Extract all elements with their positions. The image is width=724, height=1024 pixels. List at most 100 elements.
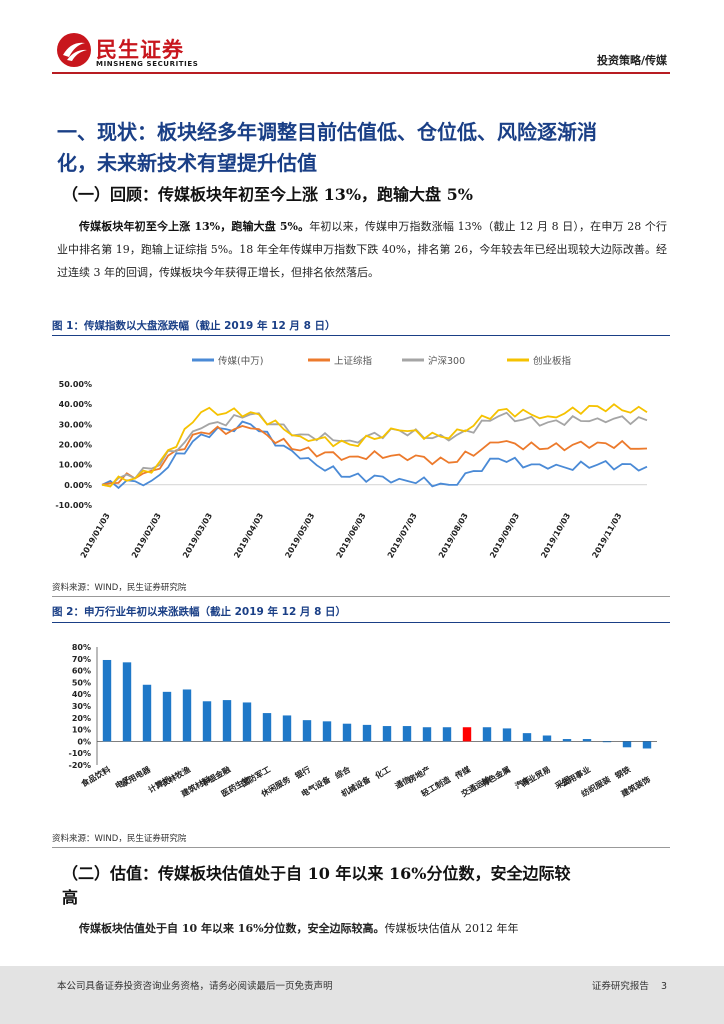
y-tick-label: 50.00%	[59, 380, 92, 389]
x-tick-label: 2019/10/03	[539, 512, 572, 560]
series-line	[101, 420, 648, 490]
y-tick-label: 40.00%	[59, 400, 92, 409]
bar	[602, 741, 612, 743]
x-tick-label: 2019/06/03	[335, 512, 368, 560]
bar	[282, 715, 292, 742]
category-label: 机械设备	[339, 774, 373, 799]
legend-label: 上证综指	[334, 355, 373, 367]
page-footer	[0, 966, 724, 1024]
y-tick-label: -10.00%	[55, 501, 92, 510]
x-tick-label: 2019/05/03	[283, 512, 316, 560]
bar-chart: 80%70%60%50%40%30%20%10%0%-10%-20% 食品饮料电…	[69, 643, 657, 799]
section-heading: 一、现状：板块经多年调整目前估值低、仓位低、风险逐渐消化，未来新技术有望提升估值	[57, 120, 597, 175]
y-tick-label: 0%	[77, 737, 91, 746]
bar	[462, 727, 472, 742]
figure2-rule	[52, 622, 670, 623]
bar	[542, 735, 552, 742]
y-tick-label: 60%	[72, 667, 91, 676]
bar	[522, 733, 532, 742]
subsection-heading: （一）回顾：传媒板块年初至今上涨 13%，跑输大盘 5%	[62, 185, 473, 204]
logo-text: 民生证券	[96, 37, 184, 62]
bar	[382, 726, 392, 742]
category-label: 银行	[292, 764, 312, 781]
bar	[482, 727, 492, 742]
paragraph-body: 年初以来，传媒申万指数涨幅 13%（截止 12 月 8 日），在申万 28 个行…	[57, 220, 667, 279]
paragraph-lead: 传媒板块年初至今上涨 13%，跑输大盘 5%。	[79, 220, 310, 233]
bar	[242, 702, 252, 742]
bar	[222, 700, 232, 742]
x-tick-label: 2019/08/03	[437, 512, 470, 560]
x-tick-label: 2019/07/03	[386, 512, 419, 560]
figure2-source-rule	[52, 847, 670, 848]
figure1-title: 图 1：传媒指数以大盘涨跌幅（截止 2019 年 12 月 8 日）	[52, 320, 336, 332]
y-tick-label: 50%	[72, 678, 91, 687]
paragraph2-body: 传媒板块估值从 2012 年年	[384, 922, 519, 935]
page-number: 3	[660, 981, 667, 992]
bar	[562, 739, 572, 742]
bar	[102, 659, 112, 742]
x-tick-label: 2019/04/03	[232, 512, 265, 560]
y-tick-label: 20.00%	[59, 441, 92, 450]
category-label: 纺织服装	[579, 774, 612, 799]
figure2-source: 资料来源：WIND，民生证券研究院	[52, 834, 187, 844]
bar	[442, 727, 452, 742]
category-label: 建筑装饰	[618, 774, 652, 799]
bar	[622, 741, 632, 748]
bar	[182, 689, 192, 742]
legend-label: 创业板指	[533, 355, 572, 367]
valuation-heading: （二）估值：传媒板块估值处于自 10 年以来 16%分位数，安全边际较高	[62, 864, 571, 907]
y-tick-label: -10%	[69, 749, 91, 758]
x-tick-label: 2019/02/03	[130, 512, 163, 560]
logo-subtext: MINSHENG SECURITIES	[96, 60, 199, 68]
bar	[362, 724, 372, 742]
figure1-source-rule	[52, 596, 670, 597]
footer-report-info: 证券研究报告 3	[592, 978, 667, 992]
bar	[122, 662, 132, 742]
y-tick-label: 80%	[72, 643, 91, 652]
category-label: 传媒	[452, 764, 473, 782]
x-tick-label: 2019/11/03	[590, 512, 623, 560]
series-line	[101, 425, 648, 486]
bar	[402, 726, 412, 742]
bar	[642, 741, 652, 749]
y-tick-label: 10%	[72, 726, 91, 735]
figure1-rule	[52, 335, 670, 336]
y-tick-label: 30.00%	[59, 420, 92, 429]
series-line	[101, 403, 648, 488]
footer-disclaimer: 本公司具备证券投资咨询业务资格，请务必阅读最后一页免责声明	[57, 981, 333, 992]
y-tick-label: 40%	[72, 690, 91, 699]
bar	[322, 721, 332, 742]
category-label: 化工	[373, 764, 392, 781]
bar	[262, 713, 272, 742]
bar	[162, 691, 172, 742]
figure2-title: 图 2：申万行业年初以来涨跌幅（截止 2019 年 12 月 8 日）	[52, 606, 347, 618]
bar	[342, 723, 352, 742]
y-tick-label: 30%	[72, 702, 91, 711]
bar	[142, 684, 152, 742]
footer-report-type: 证券研究报告	[591, 981, 649, 992]
y-tick-label: 20%	[72, 714, 91, 723]
bar	[302, 720, 312, 742]
bar	[422, 727, 432, 742]
category-label: 房地产	[406, 764, 432, 785]
header-section: 投资策略/传媒	[596, 54, 667, 67]
bar	[502, 728, 512, 742]
bar	[202, 701, 212, 742]
company-logo-icon	[57, 33, 91, 67]
legend-label: 沪深300	[428, 355, 465, 367]
bar	[582, 739, 592, 742]
figure1-source: 资料来源：WIND，民生证券研究院	[52, 583, 187, 593]
y-tick-label: 0.00%	[64, 481, 92, 490]
y-tick-label: 10.00%	[59, 461, 92, 470]
y-tick-label: -20%	[69, 761, 91, 770]
y-tick-label: 70%	[72, 655, 91, 664]
x-tick-label: 2019/01/03	[79, 512, 112, 560]
x-tick-label: 2019/03/03	[181, 512, 214, 560]
paragraph2-lead: 传媒板块估值处于自 10 年以来 16%分位数，安全边际较高。	[79, 922, 385, 935]
paragraph-valuation: 传媒板块估值处于自 10 年以来 16%分位数，安全边际较高。传媒板块估值从 2…	[57, 920, 667, 936]
category-label: 钢铁	[613, 764, 632, 781]
category-label: 轻工制造	[419, 774, 452, 799]
line-chart: 传媒(中万) 上证综指 沪深300 创业板指 50.00% 40.00% 30.00% 20…	[55, 355, 648, 560]
paragraph-review: 传媒板块年初至今上涨 13%，跑输大盘 5%。年初以来，传媒申万指数涨幅 13%…	[57, 215, 667, 284]
category-label: 电气设备	[299, 774, 333, 799]
